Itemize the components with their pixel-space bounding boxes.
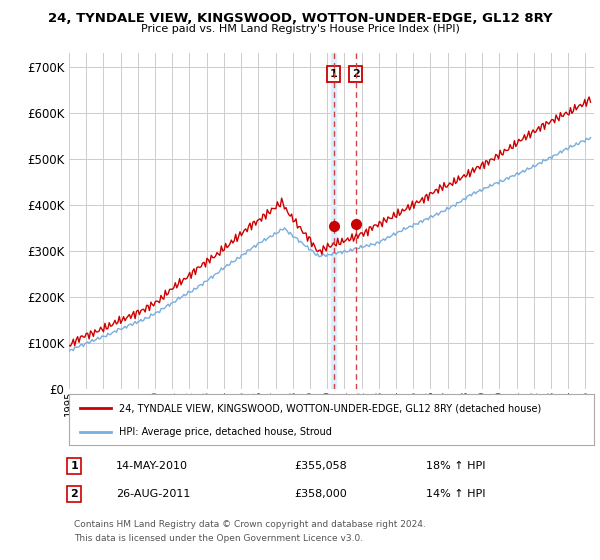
Text: This data is licensed under the Open Government Licence v3.0.: This data is licensed under the Open Gov… — [74, 534, 364, 543]
Text: 14% ↑ HPI: 14% ↑ HPI — [426, 489, 485, 500]
Text: 1: 1 — [70, 461, 78, 471]
Text: 2: 2 — [70, 489, 78, 500]
Text: 18% ↑ HPI: 18% ↑ HPI — [426, 461, 485, 471]
Bar — [331, 53, 336, 389]
Text: 26-AUG-2011: 26-AUG-2011 — [116, 489, 191, 500]
Text: Price paid vs. HM Land Registry's House Price Index (HPI): Price paid vs. HM Land Registry's House … — [140, 24, 460, 34]
Text: 24, TYNDALE VIEW, KINGSWOOD, WOTTON-UNDER-EDGE, GL12 8RY (detached house): 24, TYNDALE VIEW, KINGSWOOD, WOTTON-UNDE… — [119, 403, 541, 413]
Text: £355,058: £355,058 — [295, 461, 347, 471]
Text: 1: 1 — [329, 69, 337, 79]
Text: £358,000: £358,000 — [295, 489, 347, 500]
Text: 14-MAY-2010: 14-MAY-2010 — [116, 461, 188, 471]
Text: 2: 2 — [352, 69, 359, 79]
Text: Contains HM Land Registry data © Crown copyright and database right 2024.: Contains HM Land Registry data © Crown c… — [74, 520, 426, 529]
Text: 24, TYNDALE VIEW, KINGSWOOD, WOTTON-UNDER-EDGE, GL12 8RY: 24, TYNDALE VIEW, KINGSWOOD, WOTTON-UNDE… — [47, 12, 553, 25]
Text: HPI: Average price, detached house, Stroud: HPI: Average price, detached house, Stro… — [119, 427, 332, 437]
